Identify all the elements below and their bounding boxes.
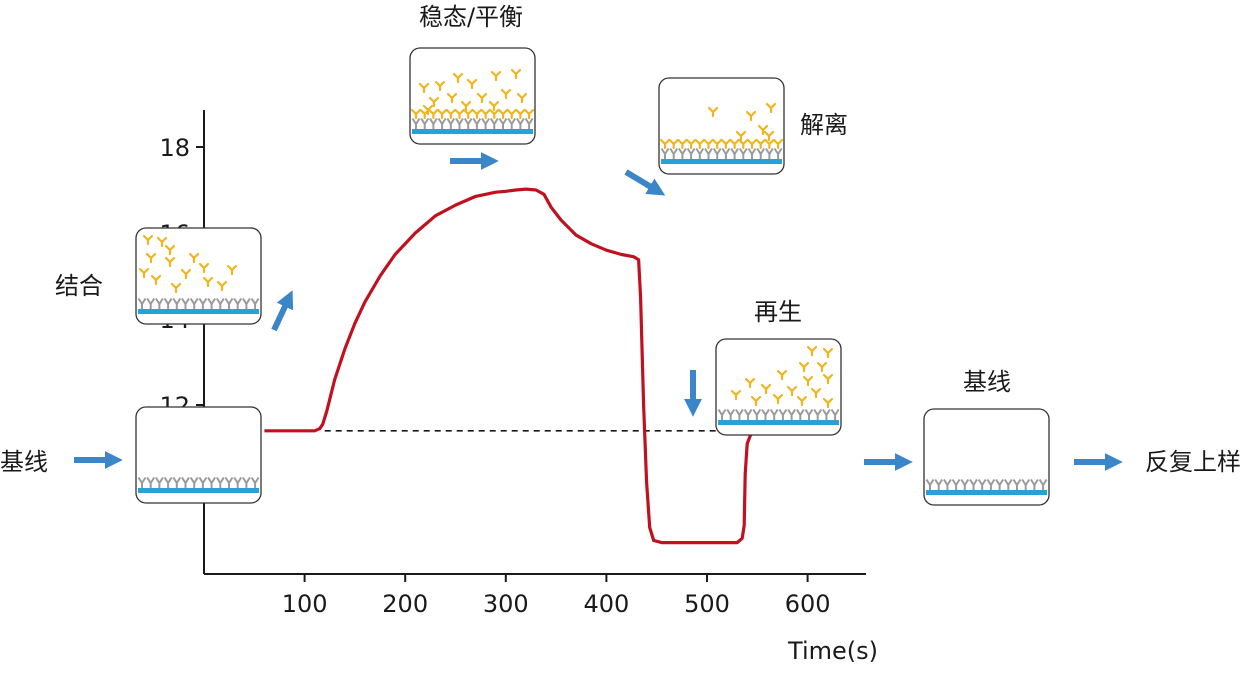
panel-baseline-left	[135, 406, 262, 504]
x-ticks: 100 200 300 400 500 600	[282, 574, 831, 618]
sensorgram-curve	[264, 187, 838, 545]
x-tick-label: 300	[483, 590, 529, 618]
panel-baseline-right	[923, 408, 1050, 506]
x-tick-label: 500	[684, 590, 730, 618]
panel-dissociation	[658, 77, 785, 175]
x-axis-label: Time(s)	[787, 637, 878, 665]
sensor-surface	[411, 117, 534, 134]
x-tick-label: 400	[583, 590, 629, 618]
label-repeat: 反复上样	[1145, 448, 1241, 476]
y-tick-label: 18	[159, 134, 190, 162]
label-baseline-right: 基线	[963, 368, 1011, 396]
panel-regeneration	[715, 338, 842, 436]
x-tick-label: 200	[382, 590, 428, 618]
panel-binding	[135, 227, 262, 325]
sensor-surface	[925, 478, 1048, 495]
flow-arrows	[74, 152, 1123, 471]
label-baseline-left: 基线	[0, 448, 48, 476]
label-binding: 结合	[55, 272, 103, 300]
label-dissociation: 解离	[800, 111, 848, 139]
sensor-surface	[717, 408, 840, 425]
x-tick-label: 100	[282, 590, 328, 618]
arrow-down-right-icon	[624, 169, 666, 196]
x-tick-label: 600	[785, 590, 831, 618]
panel-steady-state	[409, 47, 536, 145]
sensor-surface	[660, 147, 783, 164]
label-steady-state: 稳态/平衡	[419, 3, 523, 31]
label-regeneration: 再生	[754, 298, 802, 326]
sensor-surface	[137, 476, 260, 493]
sensor-surface	[137, 297, 260, 314]
arrow-up-right-icon	[271, 290, 294, 332]
